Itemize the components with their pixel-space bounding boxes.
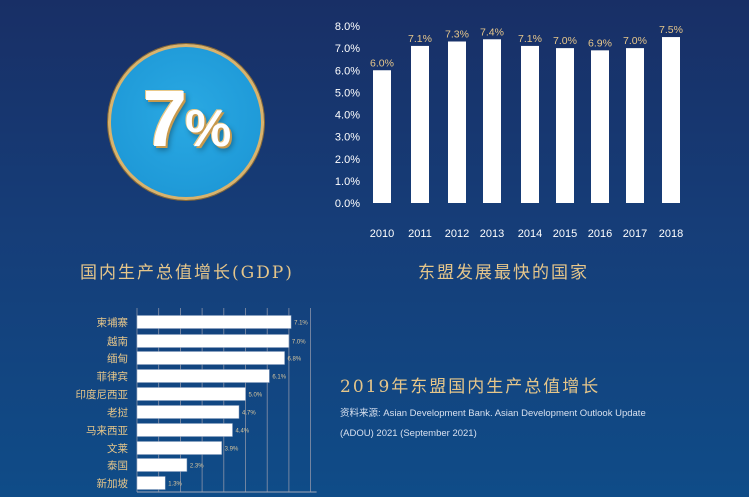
hbar-label: 3.9% <box>225 447 239 453</box>
country-label: 柬埔寨 <box>97 316 129 329</box>
data-label: 6.0% <box>370 57 394 69</box>
bar <box>521 45 539 203</box>
bar <box>591 50 609 204</box>
hbar <box>136 441 222 455</box>
x-tick-label: 2011 <box>408 228 432 240</box>
hbar-label: 7.0% <box>292 340 306 346</box>
data-label: 7.4% <box>480 26 504 38</box>
hbar-label: 4.7% <box>242 411 256 417</box>
hbar <box>136 351 285 365</box>
data-label: 7.0% <box>553 35 577 47</box>
hbar <box>136 476 166 490</box>
y-tick-label: 4.0% <box>335 110 360 122</box>
y-tick-label: 0.0% <box>335 198 360 210</box>
hbar-label: 6.8% <box>288 357 302 363</box>
x-tick-label: 2013 <box>480 228 504 240</box>
data-label: 6.9% <box>588 37 612 49</box>
hbar-label: 1.3% <box>168 482 182 488</box>
chart-title-top: 东盟发展最快的国家 <box>418 263 589 283</box>
data-label: 7.3% <box>445 28 469 40</box>
y-tick-label: 6.0% <box>335 65 360 77</box>
country-label: 缅甸 <box>107 352 128 365</box>
bar <box>373 70 391 203</box>
bar <box>411 45 429 203</box>
gdp-growth-badge: 7% <box>108 44 264 200</box>
chart-title-bottom: 2019年东盟国内生产总值增长 <box>340 377 601 397</box>
country-label: 老挝 <box>107 406 128 419</box>
country-label: 印度尼西亚 <box>76 388 129 401</box>
x-tick-label: 2018 <box>659 228 683 240</box>
source-note: 资料来源: Asian Development Bank. Asian Deve… <box>340 408 646 439</box>
hbar-label: 6.1% <box>272 375 286 381</box>
hbar-label: 2.3% <box>190 464 204 470</box>
x-tick-label: 2015 <box>553 228 577 240</box>
hbar <box>136 387 246 401</box>
data-label: 7.1% <box>408 33 432 45</box>
country-label: 越南 <box>107 335 128 348</box>
data-label: 7.5% <box>659 24 683 36</box>
y-tick-label: 2.0% <box>335 154 360 166</box>
x-tick-label: 2017 <box>623 228 647 240</box>
country-label: 菲律宾 <box>97 370 129 383</box>
hbar-label: 7.1% <box>294 321 308 327</box>
hbar <box>136 458 188 472</box>
x-tick-label: 2016 <box>588 228 612 240</box>
hbar-label: 5.0% <box>249 393 263 399</box>
data-label: 7.1% <box>518 33 542 45</box>
x-tick-label: 2014 <box>518 228 542 240</box>
y-tick-label: 1.0% <box>335 176 360 188</box>
y-tick-label: 7.0% <box>335 43 360 55</box>
country-label: 马来西亚 <box>86 425 128 437</box>
x-tick-label: 2010 <box>370 228 394 240</box>
badge-number: 7 <box>142 74 187 163</box>
bar <box>448 41 466 203</box>
hbar <box>136 315 292 329</box>
country-label: 泰国 <box>107 459 128 472</box>
hbar <box>136 369 270 383</box>
bar <box>556 48 574 203</box>
bar <box>662 37 680 203</box>
country-label: 新加坡 <box>97 477 129 490</box>
y-tick-label: 8.0% <box>335 21 360 33</box>
badge-percent: % <box>185 100 231 158</box>
y-tick-label: 5.0% <box>335 87 360 99</box>
hbar <box>136 405 240 419</box>
hbar-label: 4.4% <box>235 429 249 435</box>
hbar <box>136 334 290 348</box>
badge-value: 7% <box>111 73 261 165</box>
x-tick-label: 2012 <box>445 228 469 240</box>
y-tick-label: 3.0% <box>335 132 360 144</box>
bar <box>483 39 501 204</box>
country-label: 文莱 <box>107 442 128 455</box>
bar <box>626 48 644 203</box>
gdp-caption: 国内生产总值增长(GDP) <box>80 263 294 283</box>
data-label: 7.0% <box>623 35 647 47</box>
hbar <box>136 423 233 437</box>
